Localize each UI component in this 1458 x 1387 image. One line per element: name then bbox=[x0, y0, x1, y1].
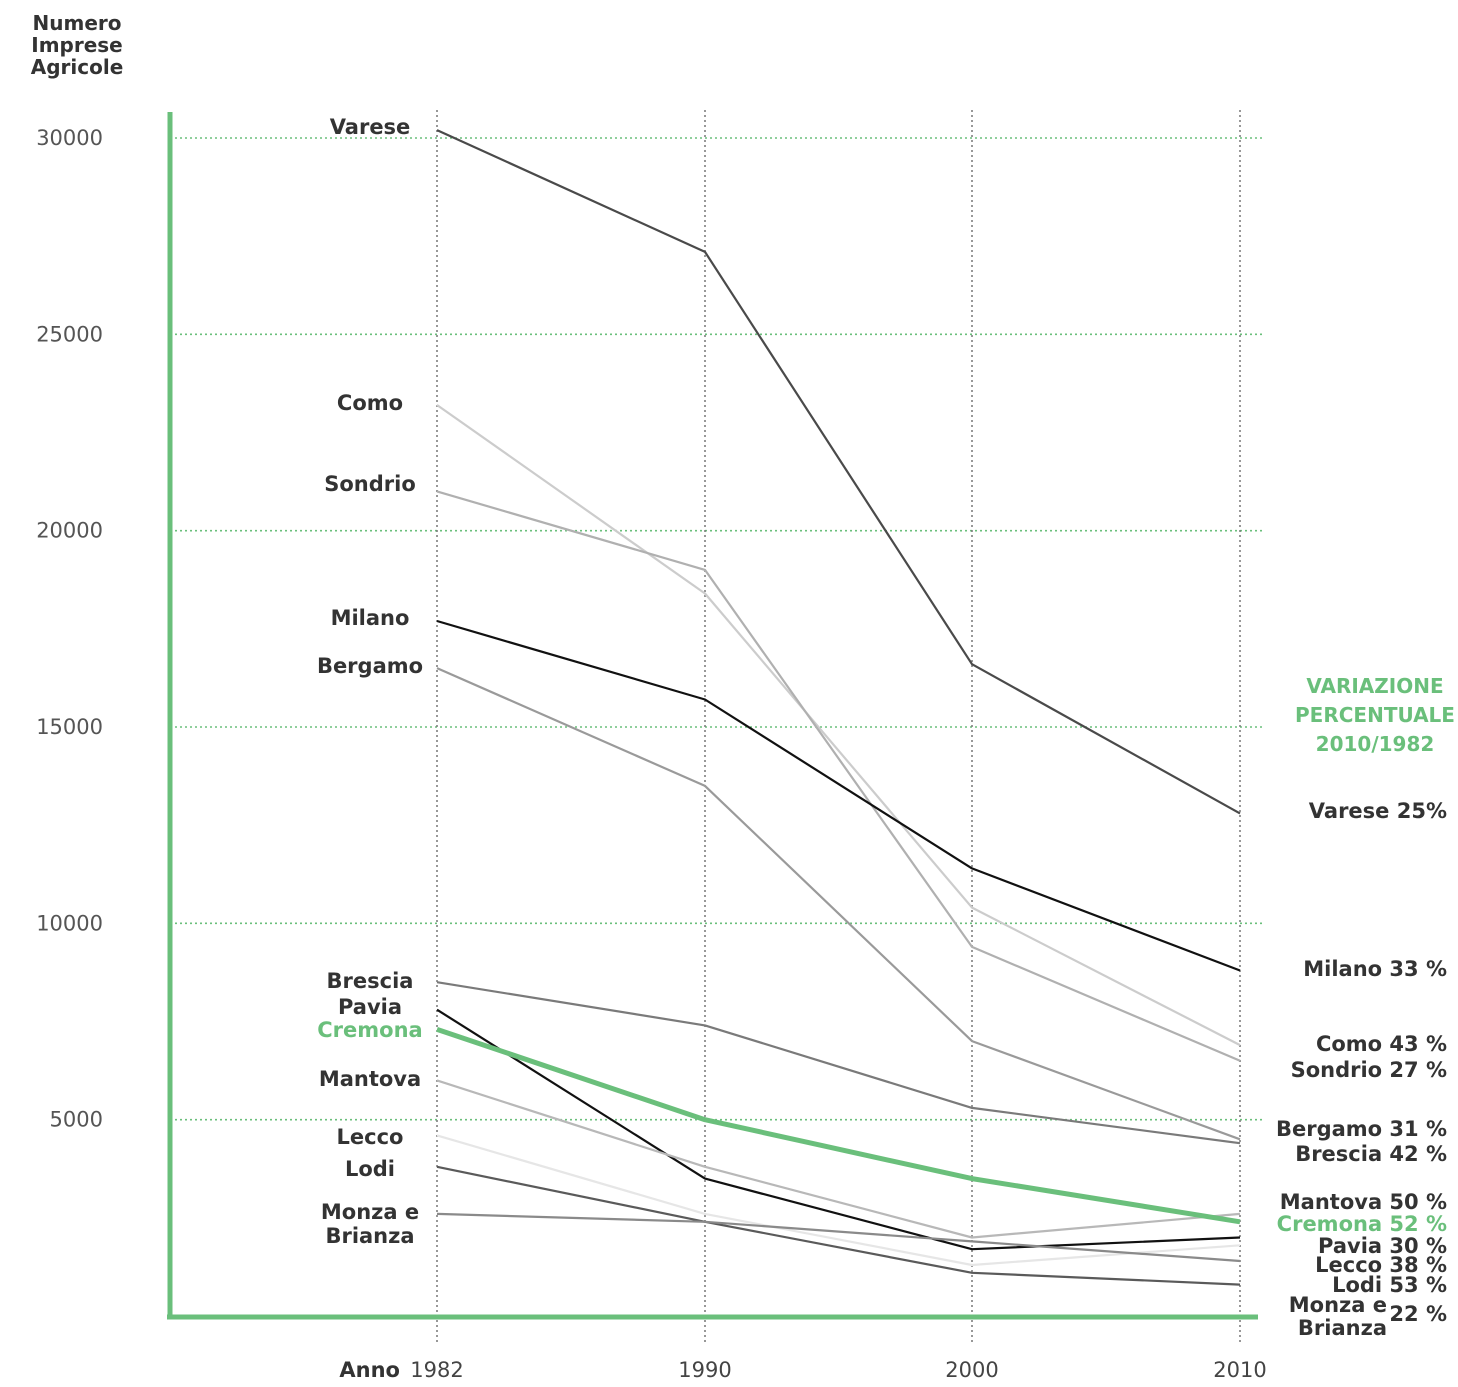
x-axis-label: Anno bbox=[339, 1358, 400, 1382]
right-series-label: Brescia 42 % bbox=[1295, 1142, 1447, 1166]
series-line-sondrio bbox=[436, 490, 1241, 1062]
x-tick-label: 1990 bbox=[678, 1358, 731, 1382]
series-line-monza-e-brianza bbox=[436, 1212, 1241, 1263]
series-line-lodi bbox=[436, 1165, 1241, 1286]
right-series-label: Lodi 53 % bbox=[1332, 1273, 1447, 1297]
right-series-label: Bergamo 31 % bbox=[1276, 1117, 1447, 1141]
right-series-label: Sondrio 27 % bbox=[1291, 1058, 1447, 1082]
series-line-bergamo bbox=[436, 667, 1241, 1141]
right-series-label: Lecco 38 % bbox=[1315, 1253, 1447, 1277]
right-series-label: Pavia 30 % bbox=[1318, 1234, 1447, 1258]
left-series-label: Como bbox=[337, 391, 403, 415]
right-series-label: Cremona 52 % bbox=[1277, 1212, 1447, 1236]
left-series-label: Milano bbox=[331, 606, 410, 630]
left-series-label: Brianza bbox=[325, 1224, 414, 1248]
x-tick-label: 2010 bbox=[1213, 1358, 1266, 1382]
y-axis-label-line: Numero bbox=[32, 11, 122, 35]
left-series-label: Bergamo bbox=[317, 654, 423, 678]
y-tick-label: 30000 bbox=[36, 126, 103, 150]
y-tick-label: 5000 bbox=[50, 1108, 103, 1132]
right-series-label: Como 43 % bbox=[1316, 1032, 1447, 1056]
y-tick-label: 15000 bbox=[36, 715, 103, 739]
x-tick-label: 1982 bbox=[410, 1358, 463, 1382]
percent-change-title-line: PERCENTUALE bbox=[1295, 703, 1455, 727]
series-line-cremona bbox=[436, 1027, 1241, 1225]
left-series-label: Pavia bbox=[338, 995, 402, 1019]
series-line-lecco bbox=[436, 1134, 1241, 1267]
right-series-label: Monza e bbox=[1289, 1293, 1387, 1317]
right-series-label: Varese 25% bbox=[1309, 799, 1447, 823]
y-axis-label-line: Agricole bbox=[30, 55, 124, 79]
series-line-como bbox=[436, 404, 1241, 1047]
y-axis-label-line: Imprese bbox=[31, 33, 123, 57]
left-series-label: Varese bbox=[330, 115, 411, 139]
series-line-mantova bbox=[436, 1079, 1241, 1239]
y-tick-label: 10000 bbox=[36, 911, 103, 935]
left-series-label: Monza e bbox=[321, 1200, 419, 1224]
right-percent-label: 22 % bbox=[1389, 1302, 1447, 1326]
series-line-milano bbox=[436, 619, 1241, 972]
percent-change-title-line: 2010/1982 bbox=[1315, 732, 1435, 756]
left-series-label: Mantova bbox=[319, 1067, 421, 1091]
right-series-label: Mantova 50 % bbox=[1280, 1190, 1447, 1214]
right-series-label: Milano 33 % bbox=[1303, 957, 1447, 981]
left-series-label: Lecco bbox=[337, 1125, 404, 1149]
left-series-label: Brescia bbox=[327, 969, 414, 993]
percent-change-title-line: VARIAZIONE bbox=[1306, 674, 1444, 698]
y-axis-label: Numero Imprese Agricole bbox=[22, 12, 132, 78]
series-line-pavia bbox=[436, 1008, 1241, 1251]
left-series-label: Lodi bbox=[345, 1157, 395, 1181]
y-tick-label: 20000 bbox=[36, 519, 103, 543]
percent-change-title: VARIAZIONE PERCENTUALE 2010/1982 bbox=[1290, 672, 1458, 759]
left-series-label: Cremona bbox=[317, 1018, 422, 1042]
right-series-label: Brianza bbox=[1298, 1316, 1387, 1340]
left-series-label: Sondrio bbox=[324, 472, 416, 496]
x-tick-label: 2000 bbox=[945, 1358, 998, 1382]
series-line-brescia bbox=[436, 981, 1241, 1145]
series-line-varese bbox=[436, 129, 1241, 815]
y-tick-label: 25000 bbox=[36, 322, 103, 346]
